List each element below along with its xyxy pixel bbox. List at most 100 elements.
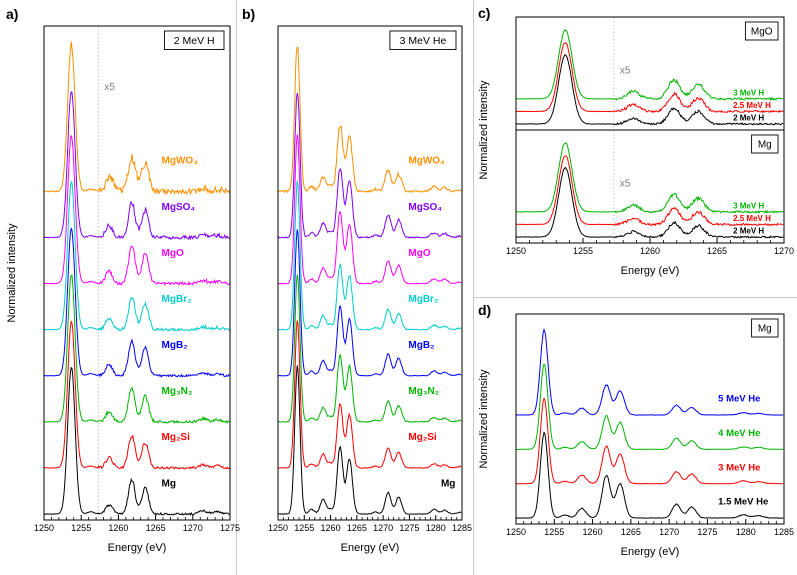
x-tick-label: 1255 [544, 527, 564, 537]
series-label: 2 MeV H [733, 113, 764, 122]
y-axis-title: Normalized intensity [478, 369, 490, 469]
series-label: Mg₂Si [162, 432, 191, 443]
series-line [516, 397, 784, 485]
panel-b-label: b) [242, 6, 256, 22]
panel-d-label: d) [478, 302, 492, 318]
series-line [278, 229, 462, 377]
panel-b: b) Mg Mg₂Si Mg₃N₂ MgB₂ MgBr₂ MgO MgSO₄ MgWO₄ 3 M… [240, 4, 472, 566]
series-line [44, 319, 230, 470]
x-tick-label: 1260 [583, 527, 603, 537]
divider-c-d [473, 297, 797, 298]
series-label: 2 MeV H [733, 226, 764, 235]
panel-d-chart: 1.5 MeV He 3 MeV He 4 MeV He 5 MeV He Mg 1250… [478, 313, 794, 558]
panel-d: d) 1.5 MeV He 3 MeV He 4 MeV He 5 MeV He Mg 1… [476, 300, 794, 572]
series-line [44, 41, 230, 196]
series-label: MgB₂ [162, 340, 188, 351]
series-line [278, 365, 462, 515]
x-tick-label: 1275 [220, 523, 240, 533]
x-tick-label: 1260 [321, 523, 341, 533]
x-tick-label: 1250 [506, 527, 526, 537]
series-label: MgBr₂ [408, 294, 438, 305]
x-tick-label: 1255 [573, 246, 593, 256]
series-line [278, 320, 462, 469]
series-line [516, 166, 784, 239]
series-label: MgO [162, 248, 184, 259]
panel-a-chart: x5 Mg Mg₂Si Mg₃N₂ MgB₂ MgBr₂ MgO MgSO₄ MgWO₄ 2 Me… [6, 25, 240, 554]
panel-a: a) x5 Mg Mg₂Si Mg₃N₂ MgB₂ MgBr₂ MgO MgSO₄ MgWO₄ 2… [4, 4, 240, 566]
series-line [516, 363, 784, 451]
legend-box [751, 134, 779, 154]
legend-box [744, 21, 779, 41]
x-tick-label: 1275 [697, 527, 717, 537]
series-line [44, 366, 230, 517]
series-label: MgWO₄ [162, 156, 199, 167]
series-label: 2.5 MeV H [733, 214, 771, 223]
x-tick-label: 1255 [71, 523, 91, 533]
series-line [516, 29, 784, 102]
x-tick-label: 1250 [34, 523, 54, 533]
series-label: 4 MeV He [718, 428, 760, 439]
legend-box [163, 30, 225, 50]
legend-box-label: 3 MeV He [400, 35, 447, 47]
x-tick-label: 1265 [707, 246, 727, 256]
series-label: Mg₃N₂ [162, 386, 193, 397]
x-axis-title: Energy (eV) [621, 546, 680, 558]
plot-frame [515, 313, 785, 525]
legend-box-label: 2 MeV H [174, 35, 215, 47]
series-line [44, 135, 230, 287]
series-line [516, 41, 784, 114]
x-tick-label: 1260 [108, 523, 128, 533]
series-label: 2.5 MeV H [733, 101, 771, 110]
x-tick-label: 1275 [399, 523, 419, 533]
series-label: 3 MeV H [733, 201, 764, 210]
series-label: MgSO₄ [408, 202, 442, 213]
series-line [278, 92, 462, 239]
x-tick-label: 1255 [294, 523, 314, 533]
x-tick-label: 1250 [506, 246, 526, 256]
magnification-label: x5 [104, 82, 115, 93]
series-label: MgSO₄ [162, 202, 196, 213]
plot-frame [277, 25, 463, 521]
series-line [516, 328, 784, 416]
panel-c-chart: x5 2 MeV H 2.5 MeV H 3 MeV H MgO x5 2 MeV H 2.5… [478, 16, 794, 277]
series-label: Mg [162, 478, 176, 489]
x-tick-label: 1260 [640, 246, 660, 256]
series-line [516, 155, 784, 227]
divider-a-b [236, 0, 237, 575]
x-tick-label: 1280 [426, 523, 446, 533]
x-tick-label: 1270 [659, 527, 679, 537]
magnification-label: x5 [620, 179, 631, 190]
legend-box-label: Mg [758, 140, 772, 151]
x-tick-label: 1285 [774, 527, 794, 537]
x-tick-label: 1265 [347, 523, 367, 533]
series-line [278, 134, 462, 285]
series-line [278, 274, 462, 423]
series-line [516, 54, 784, 126]
y-axis-title: Normalized intensity [478, 80, 490, 180]
x-axis-title: Energy (eV) [108, 542, 167, 554]
series-line [278, 46, 462, 194]
series-label: MgO [408, 248, 430, 259]
panel-c-label: c) [478, 5, 491, 21]
x-tick-label: 1280 [736, 527, 756, 537]
series-line [278, 180, 462, 331]
series-label: 3 MeV H [733, 88, 764, 97]
y-axis-title: Normalized intensity [6, 223, 18, 323]
legend-box [751, 318, 779, 338]
series-label: Mg₃N₂ [408, 386, 439, 397]
plot-frame [43, 25, 231, 521]
x-tick-label: 1265 [621, 527, 641, 537]
series-line [516, 431, 784, 519]
series-line [44, 227, 230, 378]
series-label: Mg [441, 478, 455, 489]
series-label: 3 MeV He [718, 462, 760, 473]
x-tick-label: 1250 [268, 523, 288, 533]
panel-b-chart: Mg Mg₂Si Mg₃N₂ MgB₂ MgBr₂ MgO MgSO₄ MgWO₄ 3 MeV … [268, 25, 472, 554]
series-label: MgB₂ [408, 340, 434, 351]
series-label: 1.5 MeV He [718, 497, 768, 508]
x-axis-title: Energy (eV) [621, 265, 680, 277]
magnification-label: x5 [620, 66, 631, 77]
series-line [44, 91, 230, 241]
x-tick-label: 1270 [373, 523, 393, 533]
